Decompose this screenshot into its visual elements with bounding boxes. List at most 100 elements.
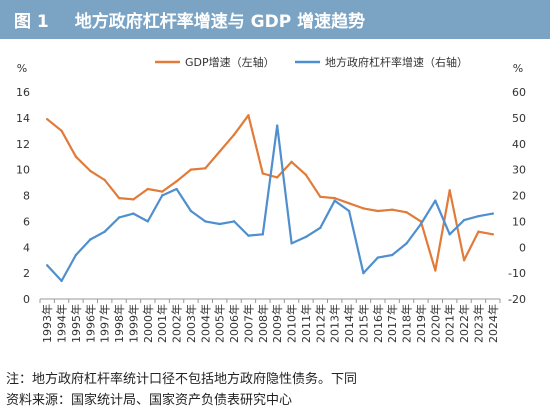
chart-source: 资料来源：国家统计局、国家资产负债表研究中心 [6, 393, 293, 408]
y-right-tick-label: 30 [512, 164, 526, 177]
y-right-tick-label: 60 [512, 86, 526, 99]
x-tick-label: 1994年 [55, 304, 69, 343]
y-left-unit: % [17, 62, 27, 75]
data-point [247, 234, 250, 237]
data-point [491, 233, 495, 236]
data-point [448, 233, 451, 236]
data-point [362, 207, 365, 210]
data-point [304, 173, 308, 176]
data-point [189, 209, 193, 213]
y-left-tick-label: 6 [23, 215, 30, 228]
y-left-tick-label: 4 [23, 241, 30, 254]
data-point [390, 208, 394, 211]
data-point [290, 160, 293, 164]
x-tick-label: 2014年 [342, 304, 356, 343]
data-point [434, 199, 437, 202]
y-left-tick-label: 14 [16, 112, 30, 125]
x-tick-label: 2019年 [414, 304, 428, 343]
data-point [204, 220, 207, 223]
series-line-leverage [46, 124, 493, 282]
data-point [60, 129, 63, 133]
data-point [218, 222, 221, 226]
data-point [319, 195, 322, 198]
data-point [218, 150, 221, 153]
data-point [275, 176, 279, 179]
data-point [390, 253, 394, 257]
data-point [419, 222, 423, 226]
x-tick-label: 1998年 [112, 304, 126, 343]
data-point [448, 189, 451, 192]
x-tick-label: 2009年 [270, 304, 284, 343]
data-point [232, 220, 236, 223]
data-point [275, 124, 279, 127]
x-tick-label: 2021年 [443, 304, 457, 343]
x-tick-label: 2002年 [170, 304, 184, 343]
x-tick-label: 2011年 [299, 304, 313, 343]
y-right-tick-label: -20 [508, 293, 526, 306]
data-point [405, 242, 408, 245]
data-point [319, 226, 322, 230]
data-point [117, 196, 121, 200]
x-tick-label: 2006年 [227, 304, 241, 343]
data-point [103, 230, 106, 233]
x-tick-label: 2003年 [184, 304, 198, 343]
y-left-tick-label: 16 [16, 86, 30, 99]
x-tick-label: 2000年 [141, 304, 155, 343]
x-tick-label: 2013年 [328, 304, 342, 343]
x-tick-label: 2015年 [356, 304, 370, 343]
x-tick-label: 2023年 [471, 304, 485, 343]
y-left-tick-label: 10 [16, 164, 30, 177]
legend-label: GDP增速（左轴） [185, 55, 275, 69]
y-left-tick-label: 2 [23, 267, 30, 280]
data-point [405, 211, 408, 214]
x-tick-label: 2016年 [371, 304, 385, 343]
data-point [434, 269, 437, 272]
data-point [477, 215, 480, 218]
figure-title: 地方政府杠杆率增速与 GDP 增速趋势 [74, 12, 366, 32]
data-point [261, 172, 265, 175]
x-tick-label: 2024年 [486, 304, 500, 343]
x-tick-label: 1999年 [126, 304, 140, 343]
data-point [232, 133, 236, 136]
y-right-unit: % [513, 62, 523, 75]
data-point [160, 190, 164, 193]
data-point [477, 230, 480, 233]
data-point [376, 256, 380, 259]
data-point [347, 209, 351, 213]
y-right-tick-label: 10 [512, 215, 526, 228]
series-line-gdp [46, 114, 493, 272]
data-point [60, 279, 63, 283]
data-point [204, 167, 207, 170]
data-point [304, 235, 308, 239]
data-point [462, 218, 466, 222]
x-tick-label: 2005年 [213, 304, 227, 343]
data-point [362, 271, 365, 275]
data-point [462, 258, 466, 262]
y-right-tick-label: -10 [508, 267, 526, 280]
x-tick-label: 1997年 [98, 304, 112, 343]
y-left-tick-label: 8 [23, 190, 30, 203]
y-left-tick-label: 0 [23, 293, 30, 306]
y-right-tick-label: 20 [512, 190, 526, 203]
data-point [45, 117, 49, 121]
x-tick-label: 1993年 [40, 304, 54, 343]
y-right-tick-label: 40 [512, 138, 526, 151]
data-point [347, 202, 351, 205]
y-left-tick-label: 12 [16, 138, 30, 151]
y-right-tick-label: 50 [512, 112, 526, 125]
data-point [132, 212, 135, 215]
data-point [103, 178, 106, 182]
data-point [74, 155, 78, 158]
data-point [189, 168, 193, 171]
figure-header: 图 1 地方政府杠杆率增速与 GDP 增速趋势 [0, 0, 550, 39]
chart-note: 注：地方政府杠杆率统计口径不包括地方政府隐性债务。下同 [6, 372, 358, 387]
legend-label: 地方政府杠杆率增速（右轴） [325, 55, 468, 69]
data-point [333, 196, 336, 200]
x-tick-label: 2018年 [400, 304, 414, 343]
data-point [74, 253, 78, 257]
x-tick-label: 2022年 [457, 304, 471, 343]
data-point [175, 187, 178, 191]
data-point [290, 242, 293, 245]
data-point [261, 233, 265, 236]
